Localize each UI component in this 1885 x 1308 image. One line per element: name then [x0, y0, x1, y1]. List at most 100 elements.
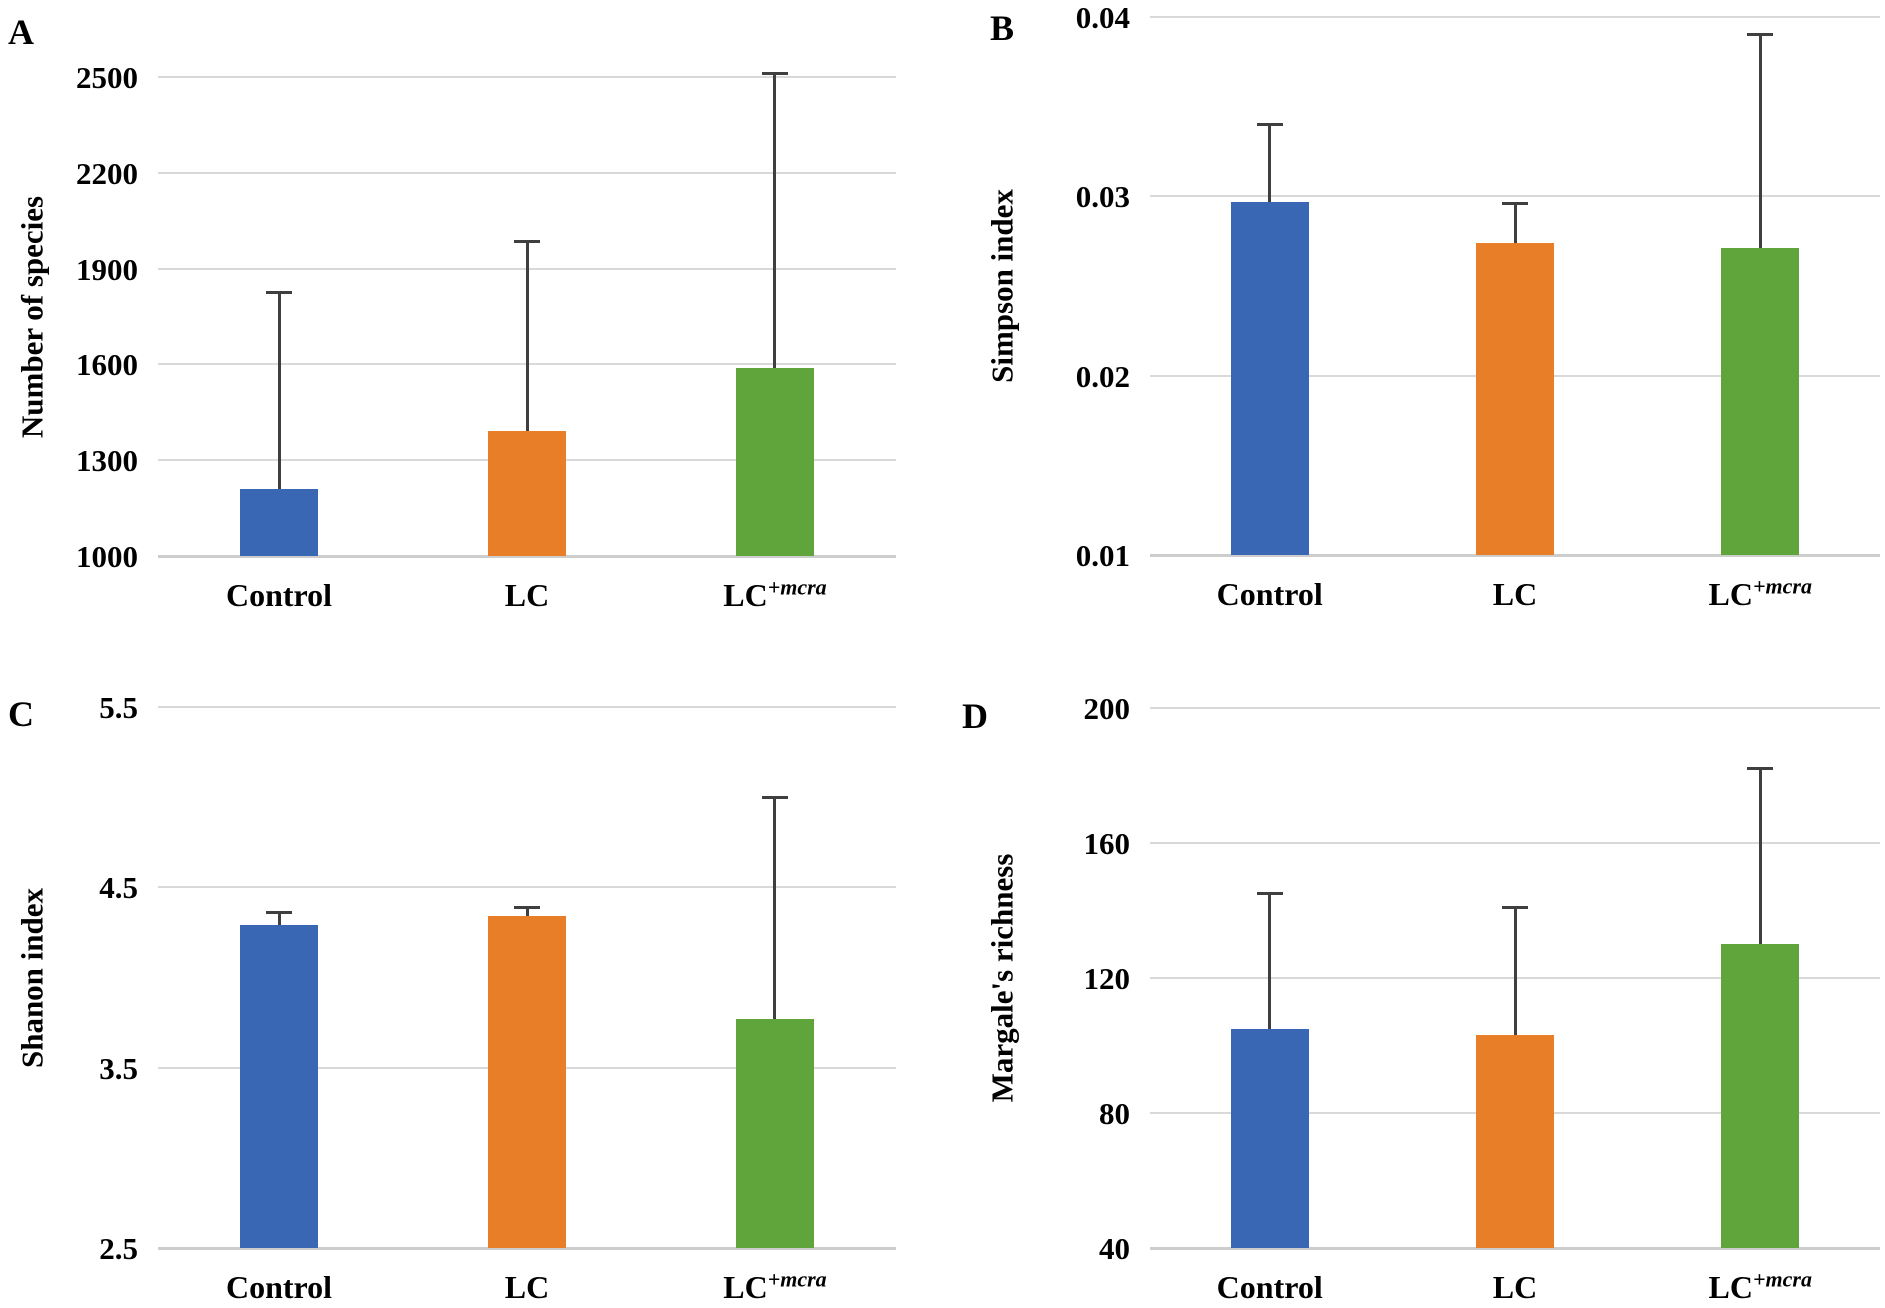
- error-bar-line: [1268, 124, 1272, 202]
- bar-a-lcmcra: [735, 367, 814, 556]
- x-category-label: Control: [1140, 1269, 1400, 1305]
- error-bar-line: [525, 907, 529, 917]
- bar-b-lcmcra: [1721, 248, 1800, 555]
- x-category-label: Control: [149, 1269, 409, 1305]
- gridline-a: [158, 76, 896, 78]
- x-axis-line-a: [158, 554, 896, 558]
- error-bar-line: [277, 912, 281, 926]
- y-tick-label: 2500: [76, 60, 138, 95]
- panel-letter-d: D: [962, 696, 988, 736]
- category-label-superscript: +mcra: [1753, 573, 1812, 599]
- gridline-a: [158, 171, 896, 174]
- category-label-text: LC: [1492, 576, 1538, 612]
- x-axis-line-d: [1150, 1246, 1880, 1250]
- x-axis-line-b: [1150, 553, 1880, 557]
- error-bar-cap: [266, 291, 293, 295]
- x-category-label: LC: [1385, 576, 1645, 612]
- gridline-c: [158, 706, 896, 708]
- y-tick-label: 40: [1099, 1231, 1130, 1266]
- y-tick-label: 120: [1083, 961, 1131, 996]
- error-bar-cap: [514, 905, 540, 909]
- y-tick-label: 1600: [76, 347, 138, 383]
- bar-d-lc: [1476, 1035, 1554, 1248]
- category-label-text: Control: [225, 577, 333, 613]
- error-bar-line: [1268, 893, 1272, 1029]
- y-tick-label: 4.5: [99, 870, 138, 906]
- x-category-label: LC+mcra: [1630, 575, 1885, 612]
- error-bar-cap: [1502, 905, 1528, 909]
- error-bar-line: [1758, 768, 1762, 945]
- x-category-label: LC: [397, 1269, 657, 1305]
- error-bar-line: [277, 292, 281, 489]
- bar-b-lc: [1476, 242, 1554, 555]
- x-category-label: LC: [397, 577, 657, 613]
- x-category-label: Control: [149, 577, 409, 613]
- y-tick-label: 1000: [76, 539, 138, 574]
- category-label-superscript: +mcra: [1753, 1266, 1812, 1292]
- y-tick-label: 80: [1099, 1096, 1130, 1131]
- category-label-text: LC: [723, 577, 768, 613]
- y-tick-label: 0.01: [1075, 538, 1130, 573]
- x-category-label: Control: [1140, 576, 1400, 612]
- x-category-label: LC: [1385, 1269, 1645, 1305]
- bar-a-lc: [488, 431, 566, 556]
- y-tick-label: 0.02: [1075, 358, 1130, 394]
- gridline-c: [158, 886, 896, 889]
- bar-c-control: [240, 925, 319, 1248]
- bar-c-lcmcra: [735, 1018, 814, 1248]
- error-bar-cap: [514, 239, 540, 243]
- gridline-b: [1150, 195, 1880, 198]
- y-axis-title-c: Shanon index: [14, 887, 50, 1068]
- error-bar-cap: [1502, 202, 1528, 205]
- error-bar-cap: [761, 795, 788, 799]
- category-label-text: LC: [1492, 1269, 1538, 1305]
- y-tick-label: 5.5: [99, 690, 138, 725]
- category-label-text: LC: [723, 1269, 768, 1305]
- category-label-text: LC: [1708, 1269, 1753, 1305]
- y-tick-label: 200: [1083, 691, 1131, 726]
- error-bar-line: [1758, 34, 1762, 249]
- panel-letter-c: C: [8, 694, 34, 734]
- y-tick-label: 1900: [76, 251, 138, 287]
- gridline-d: [1150, 842, 1880, 844]
- y-tick-label: 160: [1083, 826, 1131, 861]
- y-tick-label: 2.5: [99, 1231, 138, 1266]
- error-bar-line: [773, 797, 777, 1019]
- error-bar-cap: [1747, 33, 1774, 37]
- bar-a-control: [240, 488, 319, 556]
- gridline-b: [1150, 16, 1880, 18]
- y-tick-label: 0.04: [1075, 0, 1130, 35]
- bar-d-control: [1230, 1028, 1309, 1248]
- category-label-text: LC: [504, 1269, 550, 1305]
- x-category-label: LC+mcra: [1630, 1268, 1885, 1305]
- y-tick-label: 3.5: [99, 1050, 138, 1086]
- y-tick-label: 1300: [76, 443, 138, 479]
- x-category-label: LC+mcra: [645, 576, 905, 613]
- panel-letter-a: A: [8, 12, 34, 52]
- error-bar-line: [773, 73, 777, 368]
- bar-c-lc: [488, 916, 566, 1248]
- category-label-text: LC: [1708, 576, 1753, 612]
- bar-d-lcmcra: [1721, 944, 1800, 1248]
- panel-letter-b: B: [990, 8, 1015, 48]
- y-axis-title-a: Number of species: [14, 195, 50, 438]
- x-category-label: LC+mcra: [645, 1268, 905, 1305]
- gridline-d: [1150, 707, 1880, 709]
- bar-b-control: [1230, 201, 1309, 555]
- error-bar-cap: [761, 72, 788, 76]
- error-bar-cap: [1747, 767, 1774, 771]
- category-label-superscript: +mcra: [767, 574, 827, 600]
- error-bar-cap: [1256, 123, 1283, 127]
- error-bar-cap: [1256, 892, 1283, 896]
- y-tick-label: 2200: [76, 155, 138, 191]
- x-axis-line-c: [158, 1246, 896, 1250]
- category-label-text: Control: [1216, 1269, 1323, 1305]
- error-bar-line: [1513, 907, 1517, 1036]
- category-label-text: Control: [1216, 576, 1323, 612]
- error-bar-line: [1513, 203, 1517, 243]
- category-label-text: Control: [225, 1269, 333, 1305]
- category-label-text: LC: [504, 577, 550, 613]
- y-axis-title-b: Simpson index: [984, 189, 1020, 383]
- category-label-superscript: +mcra: [767, 1266, 827, 1292]
